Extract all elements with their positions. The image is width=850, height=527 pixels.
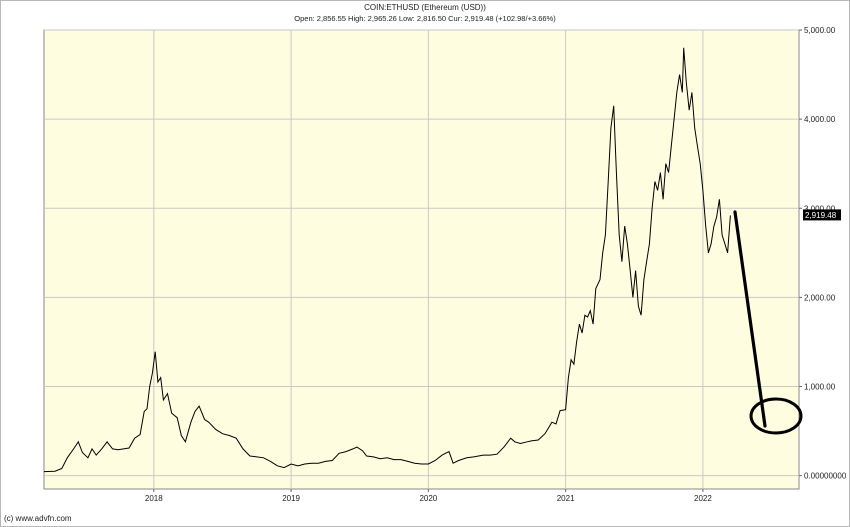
x-tick-label: 2021 [557,494,575,503]
x-tick-label: 2020 [419,494,437,503]
x-tick-label: 2022 [694,494,712,503]
y-tick-label: 3,000.00 [804,204,836,213]
y-tick-label: 1,000.00 [804,383,836,392]
chart-subtitle: Open: 2,856.55 High: 2,965.26 Low: 2,816… [294,14,556,23]
x-tick-label: 2018 [145,494,163,503]
projection-arrow-line [733,210,767,428]
current-price-tag: 2,919.48 [803,209,841,221]
plot-area [43,29,800,490]
target-circle [749,397,803,435]
source-credit: (c) www.advfn.com [4,514,72,523]
current-price-label: 2,919.48 [805,211,837,220]
y-tick-label: 5,000.00 [804,26,836,35]
y-tick-label: 4,000.00 [804,115,836,124]
chart-title: COIN:ETHUSD (Ethereum (USD)) [364,3,486,12]
y-tick-label: 0.00000000 [804,472,847,481]
x-tick-label: 2019 [282,494,300,503]
y-tick-label: 2,000.00 [804,293,836,302]
y-axis: 0.00000000 1,000.00 2,000.00 3,000.00 4,000.… [799,26,847,481]
grid-lines [44,29,799,489]
price-series-line [43,47,731,473]
x-axis: 2018 2019 2020 2021 2022 [145,489,712,503]
